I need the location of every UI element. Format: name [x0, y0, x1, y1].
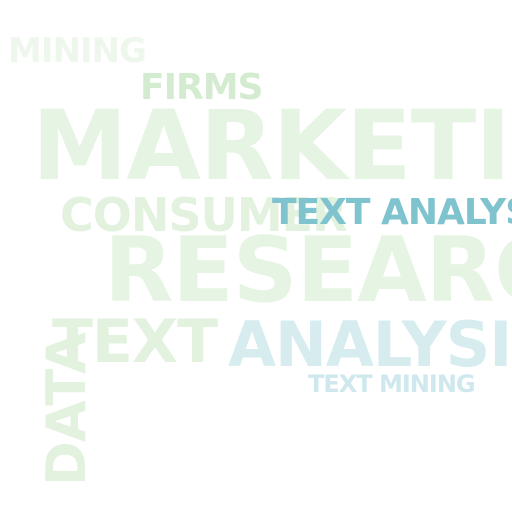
word-firms: FIRMS	[140, 67, 263, 108]
word-data: DATA	[35, 333, 98, 486]
word-text-mining: TEXT MINING	[308, 370, 476, 398]
word-research: RESEARCH	[104, 218, 512, 323]
word-text: TEXT	[52, 307, 218, 377]
word-analysis: ANALYSIS	[228, 308, 512, 381]
word-text-analysis: TEXT ANALYSIS	[272, 192, 512, 233]
word-consumer: CONSUMER	[60, 188, 347, 242]
word-mining: MINING	[8, 31, 147, 71]
word-marketing: MARKETING	[32, 90, 512, 202]
